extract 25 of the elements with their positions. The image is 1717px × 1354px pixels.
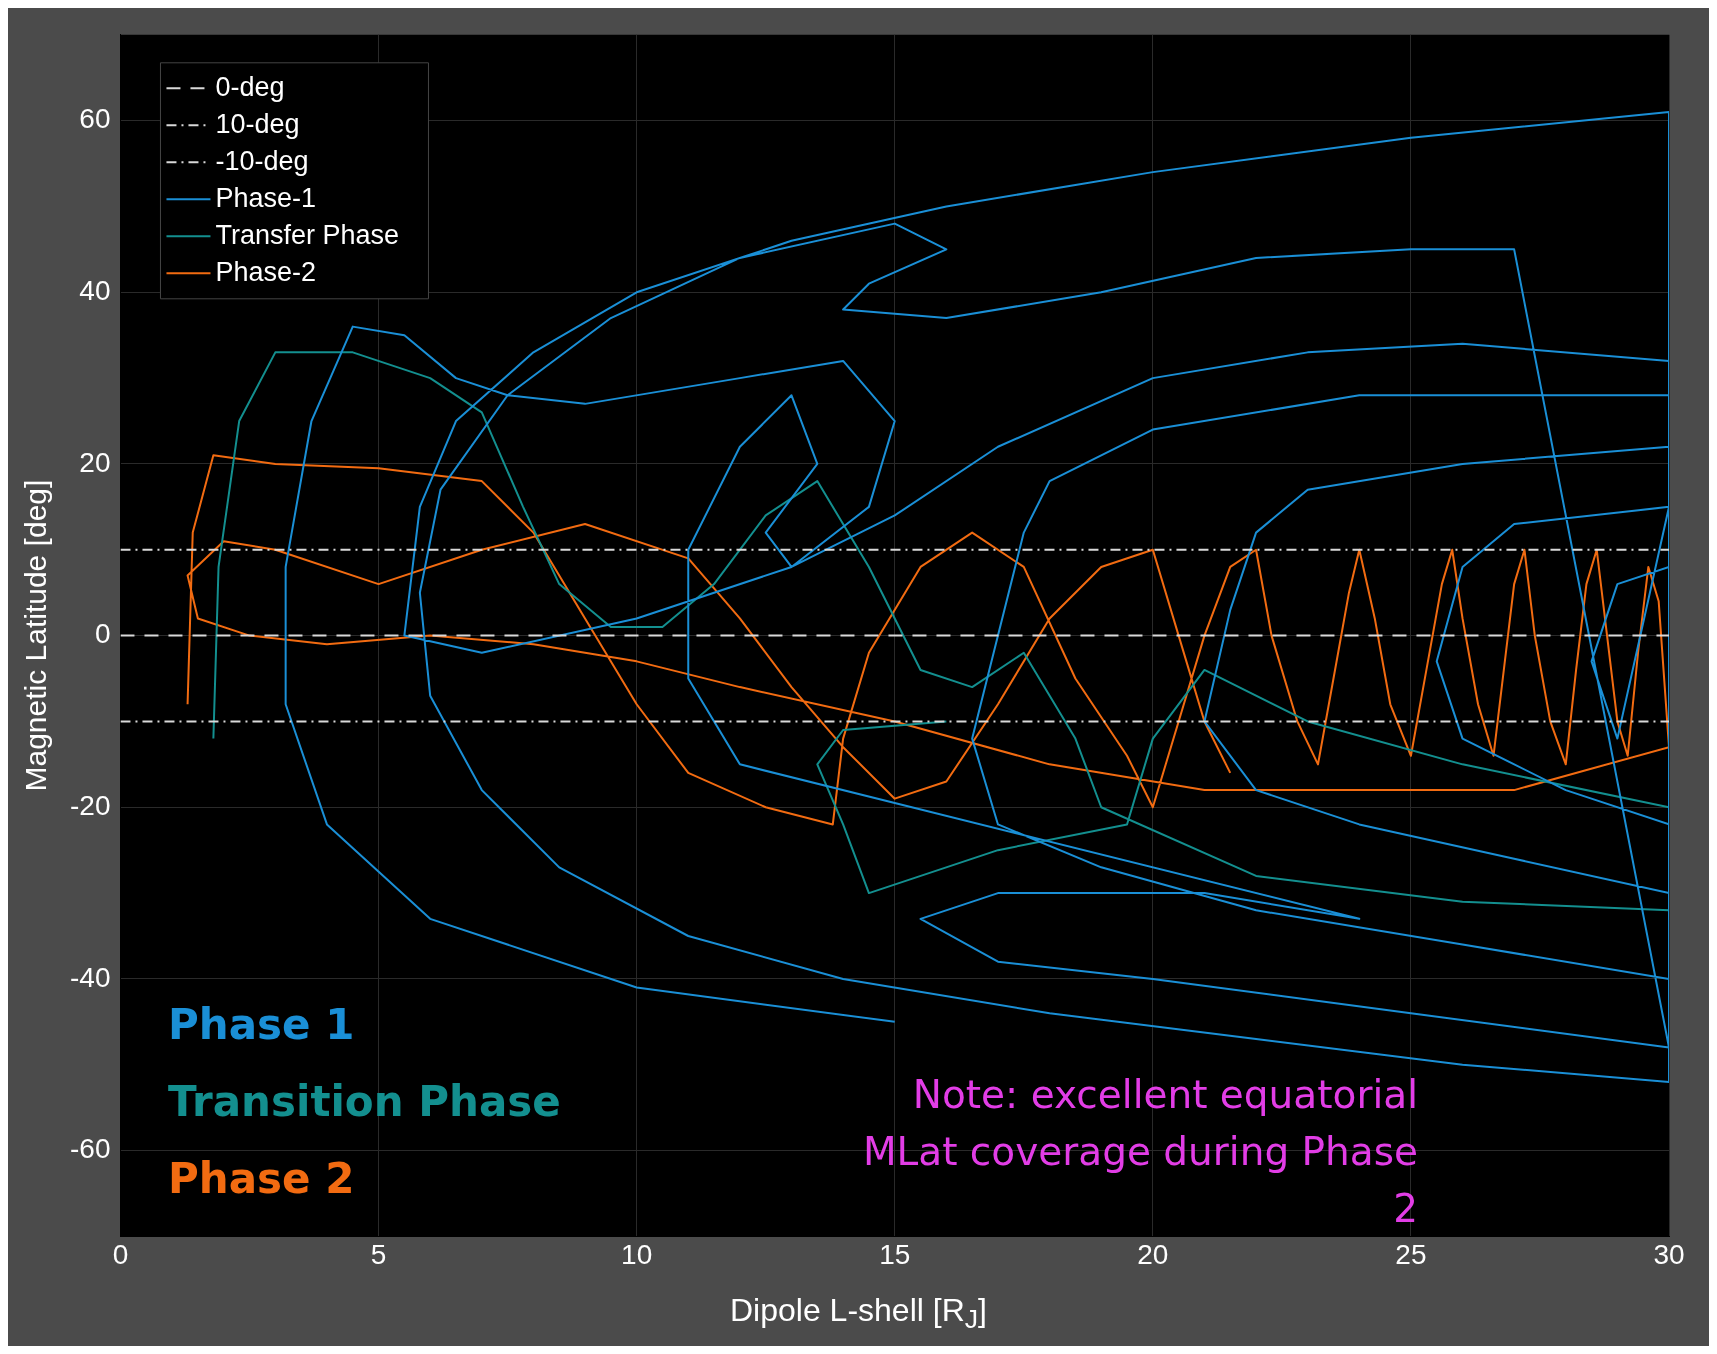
legend-label: 10-deg xyxy=(215,108,300,139)
y-tick-label: 0 xyxy=(94,618,111,650)
x-tick-label: 5 xyxy=(370,1238,387,1270)
x-tick-label: 20 xyxy=(1137,1238,1169,1270)
y-tick-label: 20 xyxy=(79,446,111,478)
y-tick-label: 60 xyxy=(79,103,111,135)
x-tick-label: 25 xyxy=(1395,1238,1427,1270)
legend-label: Phase-2 xyxy=(215,256,317,287)
x-tick-label: 10 xyxy=(621,1238,653,1270)
x-axis-title: Dipole L-shell [R$_{J}$] xyxy=(729,1292,988,1336)
legend-label: Transfer Phase xyxy=(215,219,400,250)
y-axis-title: Magnetic Latitude [deg] xyxy=(19,479,53,792)
legend-label: 0-deg xyxy=(215,71,285,102)
annotation: Note: excellent equatorial MLat coverage during Phase 2 xyxy=(861,1071,1418,1233)
x-tick-label: 15 xyxy=(879,1238,911,1270)
annotation: Transition Phase xyxy=(168,1077,561,1126)
y-tick-label: -20 xyxy=(70,789,111,821)
annotation: Phase 1 xyxy=(168,1000,355,1049)
y-tick-label: -40 xyxy=(70,961,111,993)
legend-label: -10-deg xyxy=(215,145,309,176)
legend-label: Phase-1 xyxy=(215,182,317,213)
y-tick-label: 40 xyxy=(79,275,111,306)
x-tick-label: 30 xyxy=(1653,1238,1685,1270)
y-tick-label: -60 xyxy=(70,1133,111,1165)
annotation: Phase 2 xyxy=(168,1154,355,1203)
